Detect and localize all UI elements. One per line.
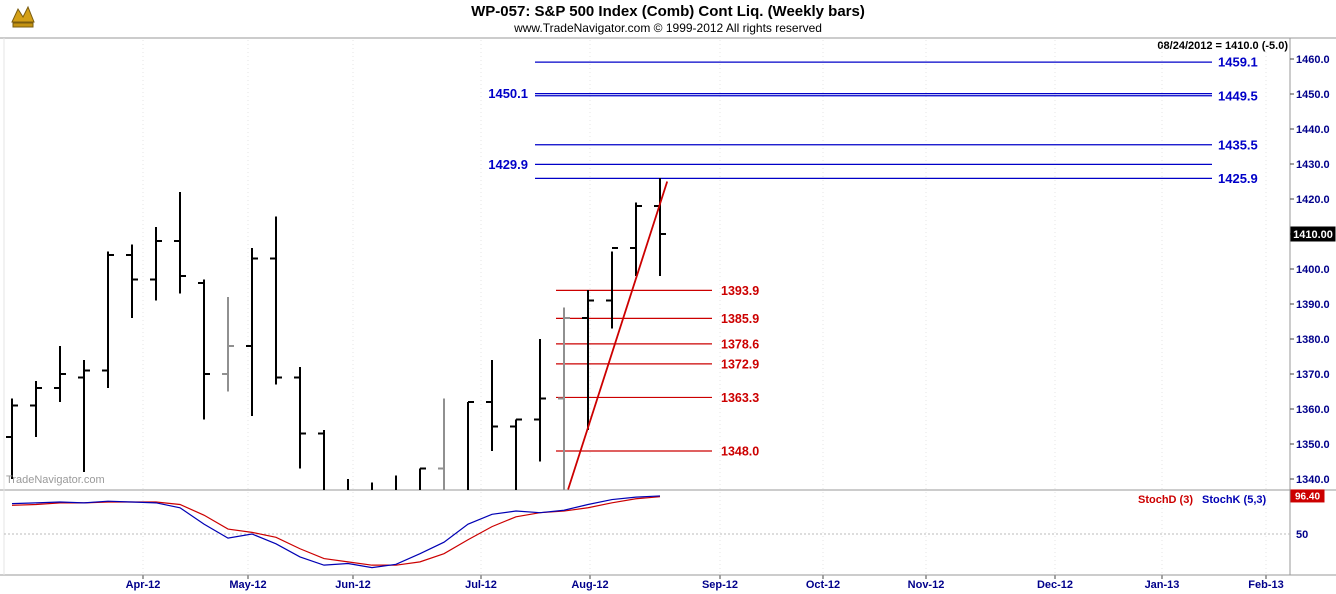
ohlc-bar	[438, 398, 445, 490]
price-tick-label: 1400.0	[1296, 264, 1330, 276]
ohlc-bar	[347, 479, 349, 490]
support-label: 1393.9	[721, 284, 759, 298]
price-tick-label: 1440.0	[1296, 124, 1330, 136]
brand-logo	[8, 2, 38, 32]
ohlc-bar	[318, 430, 325, 490]
ohlc-bar	[198, 279, 210, 420]
ohlc-bar	[102, 251, 114, 388]
month-label: Sep-12	[702, 579, 738, 591]
price-tick-label: 1430.0	[1296, 159, 1330, 171]
stoch-d-label: StochD (3)	[1138, 494, 1193, 506]
ohlc-bar	[222, 297, 234, 392]
ohlc-bar	[582, 290, 594, 430]
last-quote-readout: 08/24/2012 = 1410.0 (-5.0)	[1157, 40, 1288, 52]
price-tick-label: 1450.0	[1296, 89, 1330, 101]
ohlc-bar	[558, 307, 570, 490]
ohlc-bar	[174, 192, 186, 294]
ohlc-bar	[246, 248, 258, 416]
month-label: Nov-12	[908, 579, 945, 591]
stoch-k-label: StochK (5,3)	[1202, 494, 1267, 506]
support-label: 1378.6	[721, 337, 759, 351]
resistance-label: 1435.5	[1218, 137, 1258, 152]
month-label: Jul-12	[465, 579, 497, 591]
resistance-label: 1425.9	[1218, 171, 1258, 186]
price-tick-label: 1420.0	[1296, 194, 1330, 206]
ohlc-bar	[78, 360, 90, 472]
support-label: 1372.9	[721, 357, 759, 371]
last-price-box-label: 1410.00	[1293, 229, 1333, 241]
ohlc-bar	[467, 401, 474, 490]
month-label: Jan-13	[1145, 579, 1180, 591]
month-label: Apr-12	[126, 579, 161, 591]
support-label: 1385.9	[721, 312, 759, 326]
ohlc-bar	[486, 360, 498, 451]
month-label: Dec-12	[1037, 579, 1073, 591]
support-label: 1363.3	[721, 391, 759, 405]
stoch-d-line	[11, 496, 661, 566]
ohlc-bar	[270, 216, 282, 385]
resistance-label: 1459.1	[1218, 55, 1258, 70]
ohlc-bar	[510, 418, 522, 490]
ohlc-bar	[371, 482, 373, 490]
price-tick-label: 1390.0	[1296, 299, 1330, 311]
ohlc-bar	[30, 381, 42, 437]
month-label: Oct-12	[806, 579, 840, 591]
ohlc-bar	[294, 367, 306, 469]
trend-line	[567, 181, 669, 490]
price-tick-label: 1460.0	[1296, 54, 1330, 66]
resistance-label: 1429.9	[488, 157, 528, 172]
ohlc-bar	[395, 475, 397, 490]
month-label: Aug-12	[571, 579, 608, 591]
stoch-k-line	[11, 495, 661, 569]
ohlc-bar	[606, 247, 618, 329]
resistance-label: 1449.5	[1218, 88, 1258, 103]
watermark: TradeNavigator.com	[6, 474, 105, 486]
ohlc-bar	[534, 339, 546, 462]
stoch-value-box	[1290, 489, 1325, 503]
price-tick-label: 1370.0	[1296, 369, 1330, 381]
month-label: Feb-13	[1248, 579, 1283, 591]
price-tick-label: 1360.0	[1296, 404, 1330, 416]
ohlc-bar	[54, 346, 66, 402]
resistance-label: 1450.1	[488, 86, 528, 101]
ohlc-bars	[6, 178, 666, 490]
ohlc-bar	[6, 398, 18, 479]
support-label: 1348.0	[721, 445, 759, 459]
ohlc-bar	[630, 202, 642, 276]
price-tick-label: 1340.0	[1296, 474, 1330, 486]
ohlc-bar	[126, 244, 138, 318]
ohlc-bar	[150, 227, 162, 301]
ohlc-bar	[419, 467, 426, 490]
last-price-box	[1290, 226, 1336, 242]
month-label: Jun-12	[335, 579, 370, 591]
genesis-logo-icon	[11, 5, 35, 28]
stoch-tick-label: 50	[1296, 529, 1308, 541]
price-tick-label: 1350.0	[1296, 439, 1330, 451]
stoch-value-box-label: 96.40	[1295, 491, 1320, 502]
price-tick-label: 1380.0	[1296, 334, 1330, 346]
month-label: May-12	[229, 579, 266, 591]
